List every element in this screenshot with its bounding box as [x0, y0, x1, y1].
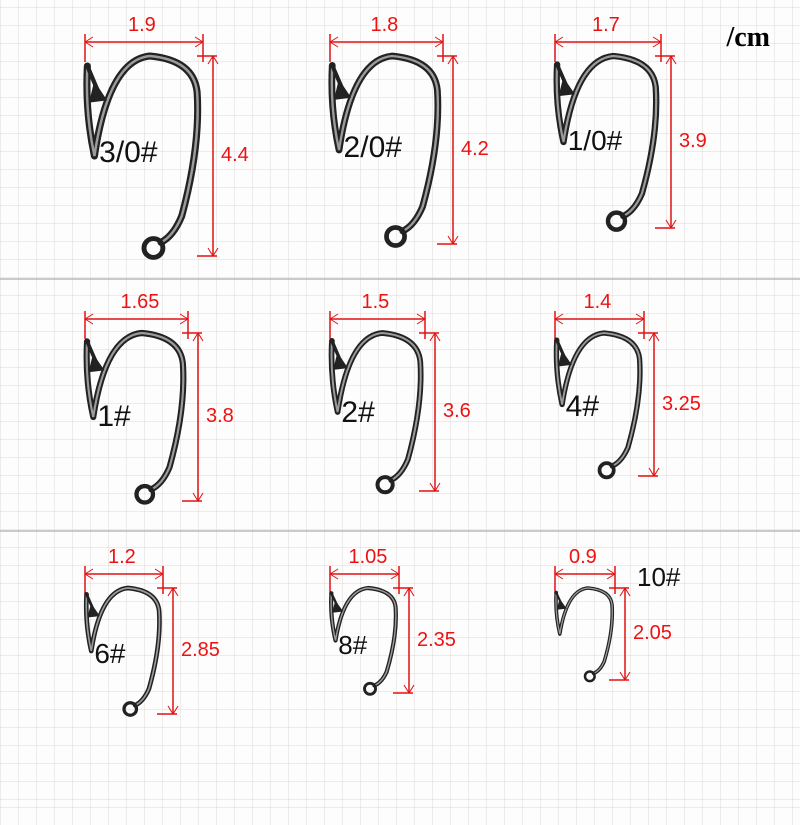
width-label: 1.9 [128, 14, 156, 37]
hook-size-label: 6# [94, 638, 125, 670]
height-label: 2.35 [417, 629, 456, 652]
hook-cell: 1.653.81# [55, 305, 315, 565]
width-label: 1.65 [121, 291, 160, 314]
hook-cell: 1.73.91/0# [525, 28, 785, 288]
hook-diagram [55, 28, 315, 288]
hook-size-label: 2/0# [344, 131, 402, 165]
hook-cell: 0.92.0510# [525, 560, 785, 820]
hook-diagram [300, 560, 560, 820]
width-label: 1.05 [349, 546, 388, 569]
width-label: 1.2 [108, 546, 136, 569]
hook-diagram [300, 305, 560, 565]
hook-size-label: 8# [338, 630, 367, 661]
height-label: 2.05 [633, 622, 672, 645]
width-label: 1.8 [371, 14, 399, 37]
hook-diagram [525, 560, 785, 820]
hook-diagram [55, 560, 315, 820]
hook-diagram [525, 305, 785, 565]
hook-cell: 1.84.22/0# [300, 28, 560, 288]
width-label: 0.9 [569, 546, 597, 569]
hook-cell: 1.22.856# [55, 560, 315, 820]
hook-diagram [300, 28, 560, 288]
hook-grid: 1.9 4.4 3/0# 1.8 4.2 2/0# 1.7 3.9 1/0# 1.65 3.8 1# 1… [0, 0, 800, 800]
width-label: 1.4 [584, 291, 612, 314]
height-label: 3.25 [662, 393, 701, 416]
width-label: 1.5 [362, 291, 390, 314]
hook-diagram [525, 28, 785, 288]
hook-size-label: 1/0# [568, 125, 623, 157]
hook-cell: 1.53.62# [300, 305, 560, 565]
hook-diagram [55, 305, 315, 565]
height-label: 4.2 [461, 138, 489, 161]
hook-size-label: 10# [637, 562, 680, 593]
height-label: 3.6 [443, 400, 471, 423]
height-label: 3.9 [679, 130, 707, 153]
hook-cell: 1.94.43/0# [55, 28, 315, 288]
hook-size-label: 3/0# [99, 136, 157, 170]
height-label: 2.85 [181, 639, 220, 662]
hook-cell: 1.052.358# [300, 560, 560, 820]
hook-cell: 1.43.254# [525, 305, 785, 565]
hook-size-label: 4# [566, 390, 599, 424]
width-label: 1.7 [592, 14, 620, 37]
height-label: 4.4 [221, 144, 249, 167]
height-label: 3.8 [206, 405, 234, 428]
hook-size-label: 2# [341, 396, 374, 430]
hook-size-label: 1# [97, 400, 130, 434]
